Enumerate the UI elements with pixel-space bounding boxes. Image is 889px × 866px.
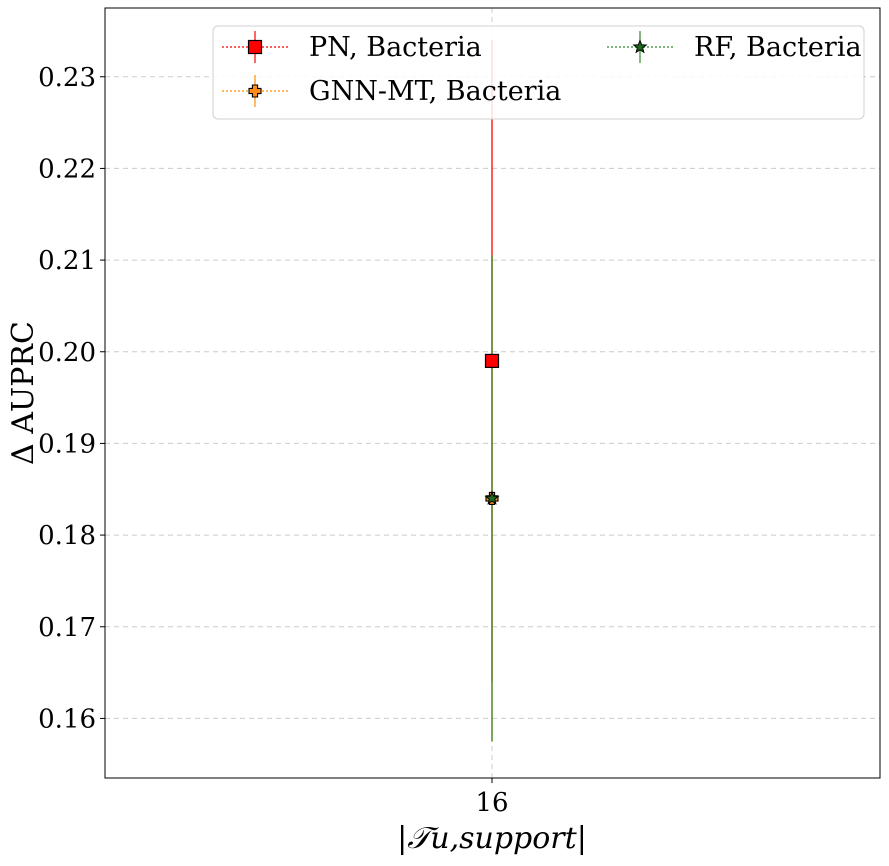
y-tick-label: 0.19 (38, 429, 96, 459)
legend-marker (247, 39, 263, 55)
x-tick-label: 16 (475, 788, 508, 818)
y-axis-label: Δ AUPRC (6, 321, 41, 465)
data-point-star (484, 490, 500, 505)
y-tick-label: 0.17 (38, 613, 96, 643)
data-point-square (484, 353, 500, 369)
plot-frame (104, 7, 881, 779)
series-layer (484, 40, 500, 742)
y-tick-label: 0.20 (38, 338, 96, 368)
y-tick-label: 0.22 (38, 154, 96, 184)
x-axis-label: |𝒯u,support| (397, 821, 587, 856)
legend: PN, Bacteria GNN-MT, Bacteria RF, Bacteria (212, 25, 865, 120)
legend-label: PN, Bacteria (309, 32, 482, 63)
y-tick-label: 0.21 (38, 246, 96, 276)
legend-label: RF, Bacteria (694, 32, 862, 63)
legend-entry: PN, Bacteria (222, 31, 482, 63)
legend-marker (248, 84, 262, 98)
legend-label: GNN-MT, Bacteria (309, 76, 561, 107)
axis-ticks: 0.16 0.17 0.18 0.19 0.20 0.21 0.22 0.23 16 (38, 63, 508, 818)
legend-marker (632, 39, 648, 54)
y-tick-label: 0.16 (38, 704, 96, 734)
y-tick-label: 0.23 (38, 63, 96, 93)
legend-entry: RF, Bacteria (607, 31, 862, 63)
y-tick-label: 0.18 (38, 521, 96, 551)
legend-entry: GNN-MT, Bacteria (222, 75, 561, 107)
legend-box (212, 25, 865, 120)
